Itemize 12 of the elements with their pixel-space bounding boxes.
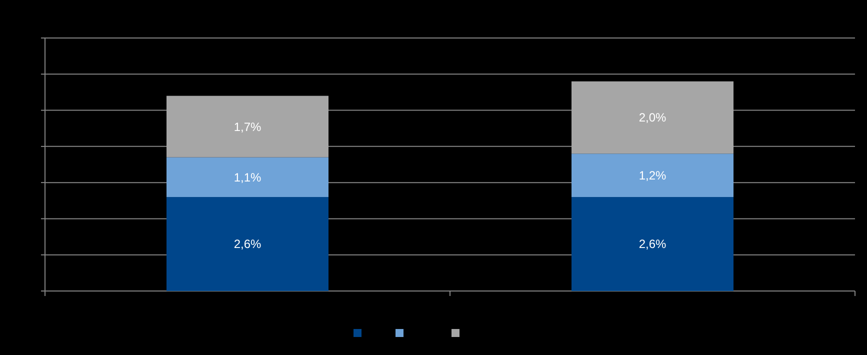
- data-label: 1,7%: [234, 120, 262, 134]
- bar: [166, 96, 328, 158]
- bar: [572, 81, 734, 154]
- bar: [166, 197, 328, 291]
- data-label: 2,6%: [234, 237, 262, 252]
- bar: [572, 197, 734, 291]
- bar: [572, 154, 734, 198]
- bar: [166, 157, 328, 198]
- data-label: 1,1%: [234, 170, 262, 184]
- data-label: 2,6%: [638, 237, 666, 252]
- data-label: 1,2%: [638, 168, 666, 183]
- data-label: 2,0%: [638, 110, 666, 125]
